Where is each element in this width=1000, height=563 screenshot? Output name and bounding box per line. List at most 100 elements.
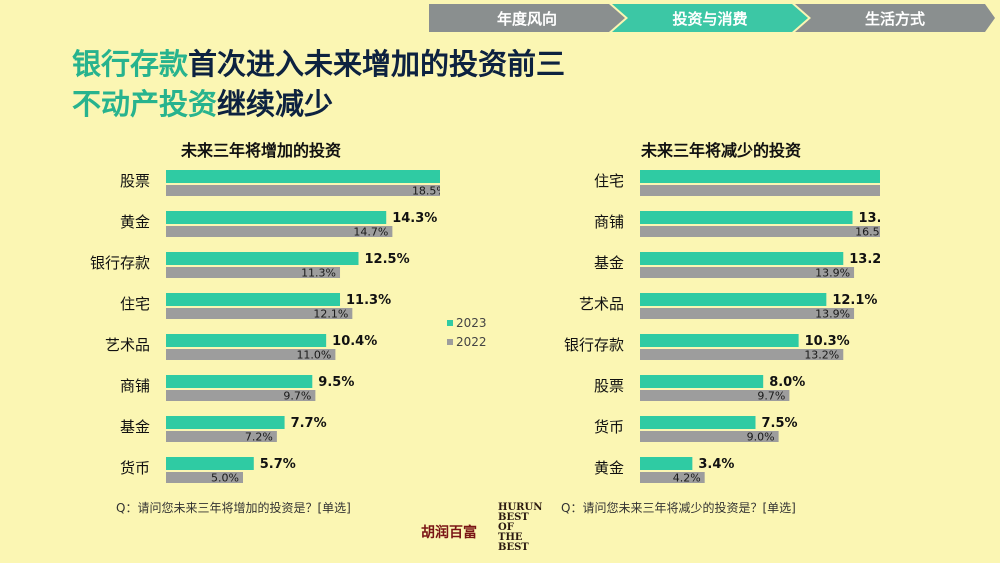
bar-2022-dec-4 [640,349,844,360]
value-label-2022-dec-5: 9.7% [757,390,785,403]
bar-2022-dec-3 [640,308,855,319]
bar-2022-inc-3 [166,308,353,319]
category-label-dec-6: 货币 [594,418,624,436]
value-label-2022-dec-6: 9.0% [747,431,775,444]
value-label-2023-inc-5: 9.5% [318,375,354,390]
value-label-2022-inc-4: 11.0% [296,349,331,362]
hurun-logo: 胡润百富 [421,525,477,541]
legend-item-2023: 2023 [447,313,487,332]
category-label-inc-4: 艺术品 [105,336,150,354]
value-label-2022-dec-4: 13.2% [804,349,839,362]
bar-2022-dec-5 [640,390,790,401]
legend-label-2022: 2022 [456,334,487,349]
bar-2023-dec-7 [640,457,693,470]
section-nav: 年度风向 投资与消费 生活方式 [429,4,995,32]
nav-step-annual-trends[interactable]: 年度风向 [429,4,625,32]
bar-2022-dec-6 [640,431,779,442]
category-label-dec-0: 住宅 [594,172,624,190]
bar-2023-dec-2 [640,252,844,265]
footnote-right: Q：请问您未来三年将减少的投资是？[单选] [561,501,796,515]
bar-2022-dec-2 [640,267,855,278]
bar-2023-dec-3 [640,293,827,306]
headline-highlight-2: 不动产投资 [72,87,218,121]
legend-swatch-2022 [447,338,453,345]
page-headline: 银行存款首次进入未来增加的投资前三 不动产投资继续减少 [72,44,565,124]
nav-step-lifestyle[interactable]: 生活方式 [795,4,995,32]
bar-2023-dec-0 [640,170,880,183]
value-label-2022-dec-2: 13.9% [815,267,850,280]
legend-label-2023: 2023 [456,315,487,330]
category-label-dec-1: 商铺 [594,213,624,231]
headline-rest-2: 继续减少 [217,87,334,121]
category-label-inc-1: 黄金 [120,213,150,231]
value-label-2023-inc-3: 11.3% [346,293,391,308]
category-label-dec-7: 黄金 [594,459,624,477]
value-label-2022-dec-7: 4.2% [673,472,701,485]
best-of-the-best-logo: HURUN BEST OF THE BEST [498,502,543,555]
category-label-dec-5: 股票 [594,377,624,395]
value-label-2023-inc-7: 5.7% [260,457,296,472]
bar-2023-inc-3 [166,293,341,306]
headline-highlight-1: 银行存款 [72,47,189,81]
value-label-2022-inc-6: 7.2% [245,431,273,444]
bar-2022-inc-0 [166,185,440,196]
value-label-2022-inc-0: 18.5% [412,185,440,198]
category-label-inc-2: 银行存款 [90,254,150,272]
bar-2023-inc-4 [166,334,327,347]
headline-rest-1: 首次进入未来增加的投资前三 [188,47,566,81]
category-label-inc-5: 商铺 [120,377,150,395]
bar-2022-dec-0 [640,185,880,196]
bar-2022-dec-7 [640,472,705,483]
value-label-2023-inc-2: 12.5% [365,252,410,267]
category-label-dec-2: 基金 [594,254,624,272]
category-label-inc-0: 股票 [120,172,150,190]
value-label-2022-dec-1: 16.5% [855,226,880,239]
value-label-2023-inc-4: 10.4% [332,334,377,349]
footnote-left: Q：请问您未来三年将增加的投资是？[单选] [116,501,351,515]
value-label-2023-dec-6: 7.5% [762,416,798,431]
bar-2022-inc-6 [166,431,277,442]
bar-2023-dec-5 [640,375,764,388]
bar-2022-inc-4 [166,349,336,360]
bar-2023-inc-7 [166,457,254,470]
value-label-2023-inc-6: 7.7% [291,416,327,431]
category-label-dec-3: 艺术品 [579,295,624,313]
bar-2022-inc-2 [166,267,341,278]
nav-step-investment-consumption[interactable]: 投资与消费 [612,4,808,32]
bar-2023-inc-5 [166,375,313,388]
bar-2023-dec-4 [640,334,799,347]
bar-2023-inc-2 [166,252,359,265]
category-label-dec-4: 银行存款 [564,336,624,354]
value-label-2023-dec-4: 10.3% [805,334,850,349]
bar-2022-inc-1 [166,226,393,237]
category-label-inc-7: 货币 [120,459,150,477]
bar-2022-dec-1 [640,226,880,237]
chart-decrease-investments: 住宅17.8%19.5%商铺13.8%16.5%基金13.2%13.9%艺术品1… [564,170,880,485]
value-label-2023-dec-5: 8.0% [769,375,805,390]
chart-title-increase: 未来三年将增加的投资 [181,141,342,160]
bar-2023-inc-0 [166,170,440,183]
bar-2023-dec-1 [640,211,853,224]
value-label-2023-dec-7: 3.4% [698,457,734,472]
bar-2023-dec-6 [640,416,756,429]
value-label-2022-inc-3: 12.1% [313,308,348,321]
bar-2023-inc-6 [166,416,285,429]
value-label-2022-inc-7: 5.0% [211,472,239,485]
value-label-2022-inc-2: 11.3% [301,267,336,280]
value-label-2023-dec-1: 13.8% [859,211,880,226]
legend-item-2022: 2022 [447,332,487,351]
value-label-2023-dec-2: 13.2% [849,252,880,267]
bar-2022-inc-7 [166,472,243,483]
headline-line-1: 银行存款首次进入未来增加的投资前三 [72,44,565,84]
value-label-2022-dec-3: 13.9% [815,308,850,321]
legend-swatch-2023 [447,319,453,326]
chart-legend: 2023 2022 [447,313,487,351]
chart-title-decrease: 未来三年将减少的投资 [641,141,802,160]
value-label-2022-inc-5: 9.7% [283,390,311,403]
headline-line-2: 不动产投资继续减少 [72,84,565,124]
value-label-2022-inc-1: 14.7% [353,226,388,239]
bar-2022-inc-5 [166,390,316,401]
value-label-2023-dec-3: 12.1% [832,293,877,308]
category-label-inc-3: 住宅 [120,295,150,313]
bar-2023-inc-1 [166,211,387,224]
